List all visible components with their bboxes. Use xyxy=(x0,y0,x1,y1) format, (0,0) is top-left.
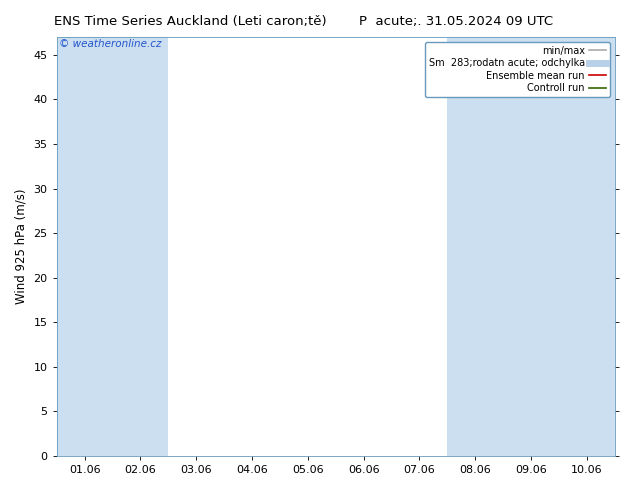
Text: © weatheronline.cz: © weatheronline.cz xyxy=(60,39,162,49)
Bar xyxy=(56,37,112,456)
Bar xyxy=(448,37,503,456)
Legend: min/max, Sm  283;rodatn acute; odchylka, Ensemble mean run, Controll run: min/max, Sm 283;rodatn acute; odchylka, … xyxy=(425,42,610,97)
Bar xyxy=(559,37,615,456)
Bar xyxy=(503,37,559,456)
Y-axis label: Wind 925 hPa (m/s): Wind 925 hPa (m/s) xyxy=(15,189,28,304)
Text: P  acute;. 31.05.2024 09 UTC: P acute;. 31.05.2024 09 UTC xyxy=(359,15,553,28)
Text: ENS Time Series Auckland (Leti caron;tě): ENS Time Series Auckland (Leti caron;tě) xyxy=(54,15,327,28)
Bar xyxy=(112,37,169,456)
